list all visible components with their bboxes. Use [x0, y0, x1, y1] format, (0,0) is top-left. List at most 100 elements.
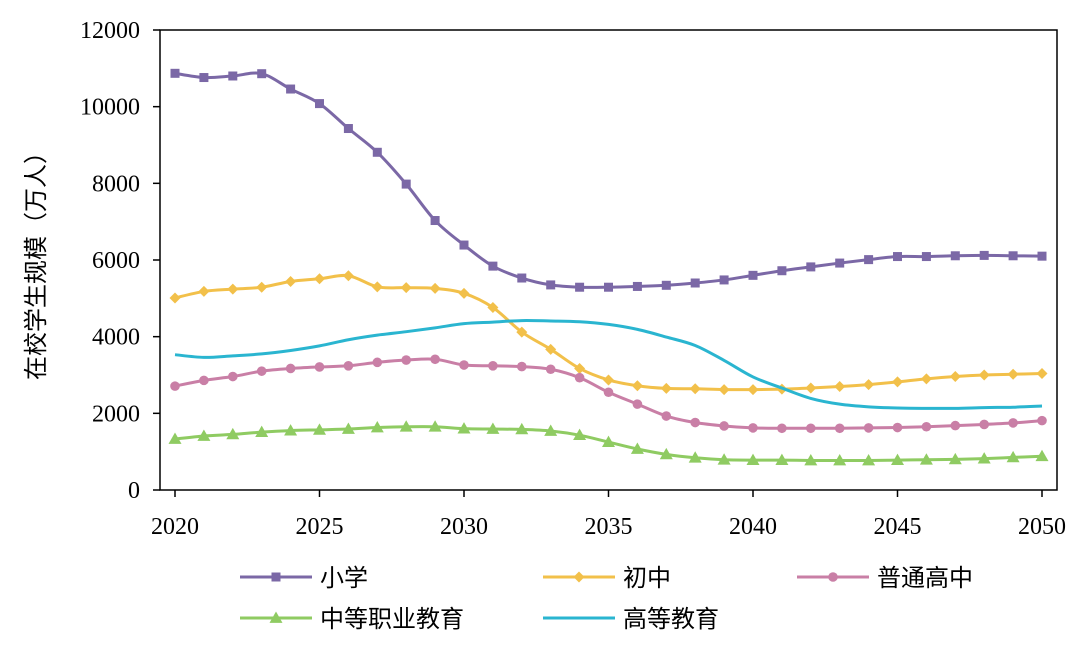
- data-point: [919, 453, 933, 465]
- data-point: [227, 283, 239, 295]
- data-point: [892, 422, 903, 433]
- legend-label: 小学: [320, 564, 368, 592]
- data-point: [343, 124, 353, 134]
- data-point: [1035, 449, 1049, 462]
- data-point: [719, 421, 729, 431]
- plot-area: [159, 29, 1058, 491]
- data-point: [746, 453, 760, 465]
- data-point: [777, 266, 787, 276]
- data-point: [1037, 251, 1047, 261]
- x-axis: 2020 2025 2030 2035 2040 2045 2050: [151, 490, 1066, 540]
- series-primary-school: [170, 68, 1047, 292]
- data-point: [775, 453, 789, 465]
- data-point: [891, 453, 904, 465]
- data-point: [544, 424, 558, 436]
- x-tick-label: 2050: [1018, 514, 1066, 540]
- data-point: [604, 282, 613, 292]
- data-point: [459, 360, 469, 370]
- y-axis: 0 2000 4000 6000 8000 10000 12000: [80, 18, 160, 504]
- legend-label: 普通高中: [877, 564, 973, 592]
- legend-marker: [573, 571, 585, 583]
- data-point: [748, 270, 758, 280]
- data-point: [1037, 415, 1047, 426]
- data-point: [978, 369, 990, 381]
- x-tick-label: 2030: [440, 514, 488, 540]
- x-tick-label: 2045: [874, 514, 922, 540]
- data-point: [921, 252, 931, 262]
- data-point: [834, 381, 846, 392]
- data-point: [314, 273, 325, 285]
- data-point: [372, 147, 382, 157]
- data-point: [399, 420, 413, 432]
- data-point: [284, 424, 298, 436]
- data-point: [659, 447, 673, 460]
- data-point: [198, 285, 210, 297]
- data-point: [1036, 367, 1048, 379]
- data-point: [834, 423, 845, 434]
- y-tick-label: 0: [128, 478, 140, 504]
- data-point: [545, 364, 556, 375]
- data-point: [631, 380, 643, 392]
- series-senior-high: [170, 354, 1047, 434]
- data-point: [517, 273, 527, 283]
- data-point: [545, 343, 557, 355]
- data-point: [199, 375, 209, 386]
- data-point: [949, 371, 961, 383]
- y-tick-label: 10000: [80, 95, 140, 121]
- data-point: [168, 432, 182, 444]
- data-point: [719, 275, 729, 285]
- x-tick-label: 2025: [296, 514, 344, 540]
- data-point: [257, 69, 267, 79]
- data-point: [430, 216, 440, 226]
- data-point: [228, 371, 238, 382]
- data-point: [688, 451, 702, 463]
- data-point: [488, 261, 498, 271]
- data-point: [602, 435, 615, 447]
- data-point: [977, 452, 991, 464]
- data-point: [400, 282, 412, 294]
- legend-label: 中等职业教育: [320, 605, 464, 633]
- data-point: [574, 362, 586, 374]
- data-point: [428, 420, 442, 432]
- data-point: [430, 354, 440, 365]
- data-point: [748, 423, 758, 433]
- data-point: [950, 251, 960, 261]
- data-point: [690, 417, 700, 428]
- legend-marker: [828, 572, 838, 582]
- legend-item-vocational: 中等职业教育: [240, 605, 464, 633]
- data-point: [256, 281, 268, 293]
- data-point: [255, 425, 269, 437]
- data-point: [630, 442, 644, 454]
- x-tick-label: 2035: [585, 514, 633, 540]
- data-point: [285, 275, 297, 287]
- data-point: [863, 379, 875, 391]
- series-vocational: [168, 420, 1049, 466]
- data-point: [632, 281, 642, 291]
- data-point: [835, 258, 845, 268]
- legend-item-primary-school: 小学: [240, 564, 368, 592]
- data-point: [170, 68, 180, 78]
- y-axis-label: 在校学生规模（万人）: [22, 140, 50, 380]
- data-point: [458, 287, 470, 299]
- data-point: [169, 292, 181, 304]
- data-point: [689, 383, 701, 395]
- data-point: [197, 429, 211, 441]
- data-point: [893, 252, 902, 262]
- data-point: [343, 361, 354, 371]
- data-point: [979, 419, 989, 430]
- data-point: [660, 382, 672, 394]
- legend-label: 高等教育: [623, 605, 719, 633]
- data-point: [342, 270, 354, 282]
- data-point: [1008, 418, 1018, 428]
- data-point: [948, 452, 962, 465]
- data-point: [806, 262, 816, 272]
- data-point: [487, 302, 499, 314]
- data-point: [515, 422, 529, 435]
- data-point: [804, 453, 818, 466]
- data-point: [228, 71, 238, 81]
- series-layer: [168, 68, 1049, 466]
- data-point: [777, 423, 787, 434]
- series-junior-middle: [169, 270, 1048, 396]
- data-point: [457, 422, 471, 434]
